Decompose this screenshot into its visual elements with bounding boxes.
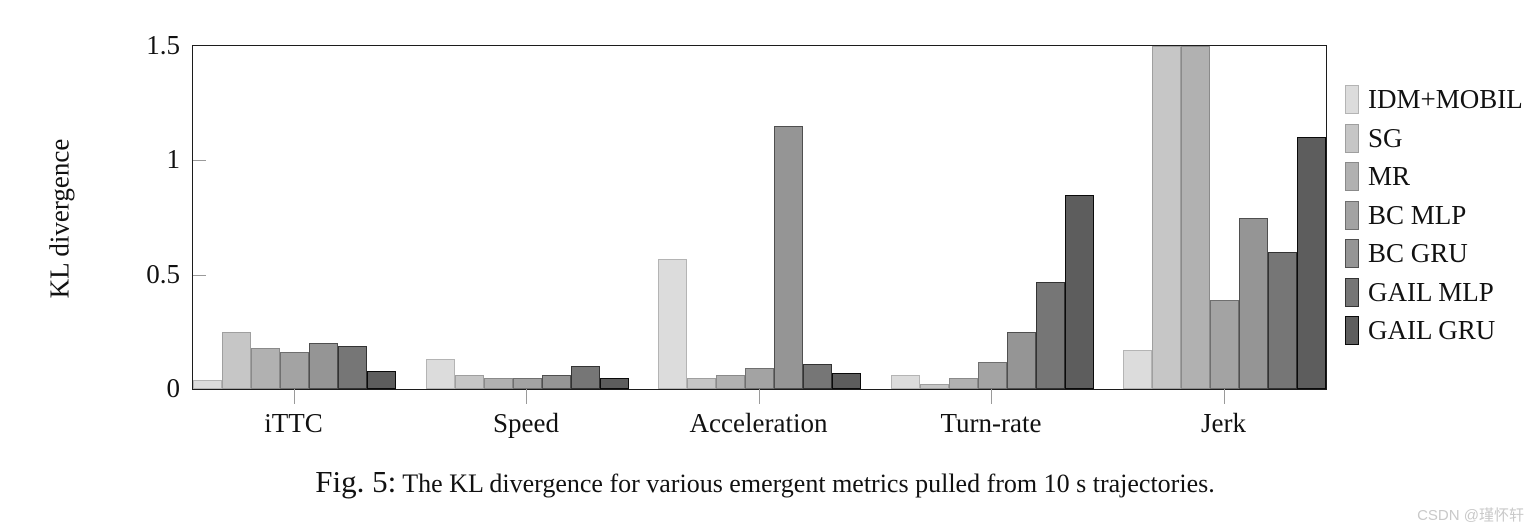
bar	[1239, 217, 1268, 389]
bar	[1006, 331, 1036, 389]
legend-item: GAIL MLP	[1345, 277, 1523, 308]
bar	[251, 347, 280, 389]
y-axis-label: KL divergence	[44, 138, 75, 299]
bar	[570, 366, 600, 389]
x-tick-mark	[1223, 389, 1225, 404]
legend-swatch	[1345, 200, 1359, 230]
x-tick-label-ittc: iTTC	[264, 408, 323, 438]
bar	[599, 377, 629, 389]
bar	[1210, 299, 1239, 389]
legend-swatch	[1345, 162, 1359, 191]
legend-label: MR	[1368, 161, 1411, 191]
y-tick-label: 1	[166, 144, 181, 175]
legend-item: SG	[1345, 123, 1523, 154]
bar	[890, 375, 920, 389]
bar	[803, 363, 832, 389]
y-tick-mark	[193, 274, 206, 276]
bar	[541, 375, 571, 389]
legend-label: BC MLP	[1368, 199, 1467, 230]
bar	[1035, 281, 1065, 389]
legend-label: BC GRU	[1368, 238, 1468, 268]
x-tick-label-jerk: Jerk	[1201, 408, 1246, 438]
x-tick-label-speed: Speed	[493, 408, 559, 438]
bar	[745, 368, 774, 389]
legend-item: GAIL GRU	[1345, 315, 1523, 346]
bar	[1297, 137, 1326, 389]
y-tick-label: 1.5	[146, 30, 180, 60]
bar	[658, 258, 687, 389]
x-tick-mark	[758, 389, 760, 404]
y-tick-label: 0.5	[146, 258, 180, 289]
bar	[512, 377, 542, 389]
bar	[483, 377, 513, 389]
x-tick-label-acceleration: Acceleration	[689, 408, 828, 438]
bar	[1268, 251, 1297, 389]
bar	[338, 345, 367, 389]
bar	[774, 126, 803, 389]
plot-area	[192, 45, 1327, 390]
bar	[193, 379, 222, 389]
y-tick-label: 0	[166, 373, 181, 403]
bar	[948, 377, 978, 389]
legend-label: GAIL GRU	[1368, 315, 1496, 345]
legend-item: BC MLP	[1345, 200, 1523, 231]
legend-swatch	[1345, 239, 1359, 268]
y-tick-mark	[193, 160, 206, 162]
bar	[1152, 46, 1181, 389]
bar	[454, 375, 484, 389]
bar	[222, 331, 251, 389]
legend-swatch	[1345, 85, 1359, 114]
bar	[1123, 350, 1152, 389]
bar	[919, 384, 949, 389]
legend-item: BC GRU	[1345, 238, 1523, 269]
bar	[280, 352, 309, 389]
x-tick-mark	[526, 389, 527, 404]
legend-item: IDM+MOBIL	[1345, 84, 1523, 115]
bar	[687, 377, 716, 389]
legend: IDM+MOBIL SG MR BC MLP BC GRU GAIL MLP GAIL GR…	[1345, 84, 1523, 354]
bar	[1181, 46, 1210, 389]
legend-swatch	[1345, 277, 1359, 307]
caption-number: Fig. 5:	[315, 464, 397, 499]
bar	[309, 343, 338, 389]
legend-swatch	[1345, 316, 1359, 345]
legend-item: MR	[1345, 161, 1523, 192]
caption-text: The KL divergence for various emergent m…	[396, 469, 1215, 498]
x-tick-mark	[293, 389, 295, 404]
watermark: CSDN @瑾怀轩	[1417, 507, 1524, 524]
x-tick-label-turn-rate: Turn-rate	[940, 408, 1042, 438]
bar	[425, 359, 455, 389]
legend-label: SG	[1368, 122, 1403, 153]
legend-label: GAIL MLP	[1368, 276, 1494, 307]
bar	[977, 361, 1007, 389]
bar	[716, 375, 745, 389]
legend-swatch	[1345, 123, 1359, 153]
bar	[367, 370, 396, 389]
legend-label: IDM+MOBIL	[1368, 84, 1523, 114]
x-tick-mark	[991, 389, 992, 404]
bar	[1064, 194, 1094, 389]
bar	[832, 373, 861, 389]
figure-caption: Fig. 5: The KL divergence for various em…	[0, 464, 1530, 500]
